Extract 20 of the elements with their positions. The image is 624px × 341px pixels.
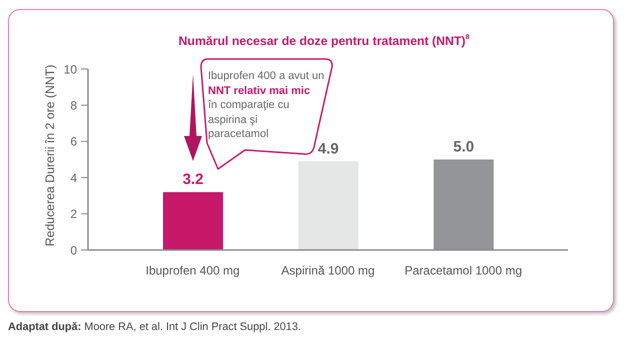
bar (163, 192, 223, 250)
y-tick-label: 2 (70, 207, 78, 222)
text: Adaptat după: Moore RA, et al. Int J Clin Pract Suppl. 2013. (8, 321, 301, 333)
annotation: Ibuprofen 400 a avut un (208, 69, 324, 84)
data-label: 3.2 (182, 171, 204, 188)
y-tick-label: 6 (70, 134, 78, 149)
x-tick-label: Ibuprofen 400 mg (146, 264, 240, 278)
bar (434, 160, 494, 250)
annotation: NNT relativ mai mic (208, 84, 310, 98)
y-tick-label: 10 (64, 62, 78, 76)
y-tick-label: 0 (70, 243, 78, 258)
x-tick-label: Aspirină 1000 mg (281, 264, 375, 278)
chart-title: Numărul necesar de doze pentru tratament (NNT)$^{8}$ (178, 33, 470, 49)
data-label: 5.0 (453, 138, 474, 156)
annotation: în comparaţie cu aspirina şi paracetamol (208, 98, 290, 142)
x-tick-label: Paracetamol 1000 mg (404, 264, 522, 278)
y-axis-title: Reducerea Durerii în 2 ore (NNT) (43, 64, 57, 246)
data-label: 4.9 (318, 140, 339, 158)
y-tick-label: 8 (70, 98, 78, 112)
y-tick-label: 4 (70, 170, 78, 185)
